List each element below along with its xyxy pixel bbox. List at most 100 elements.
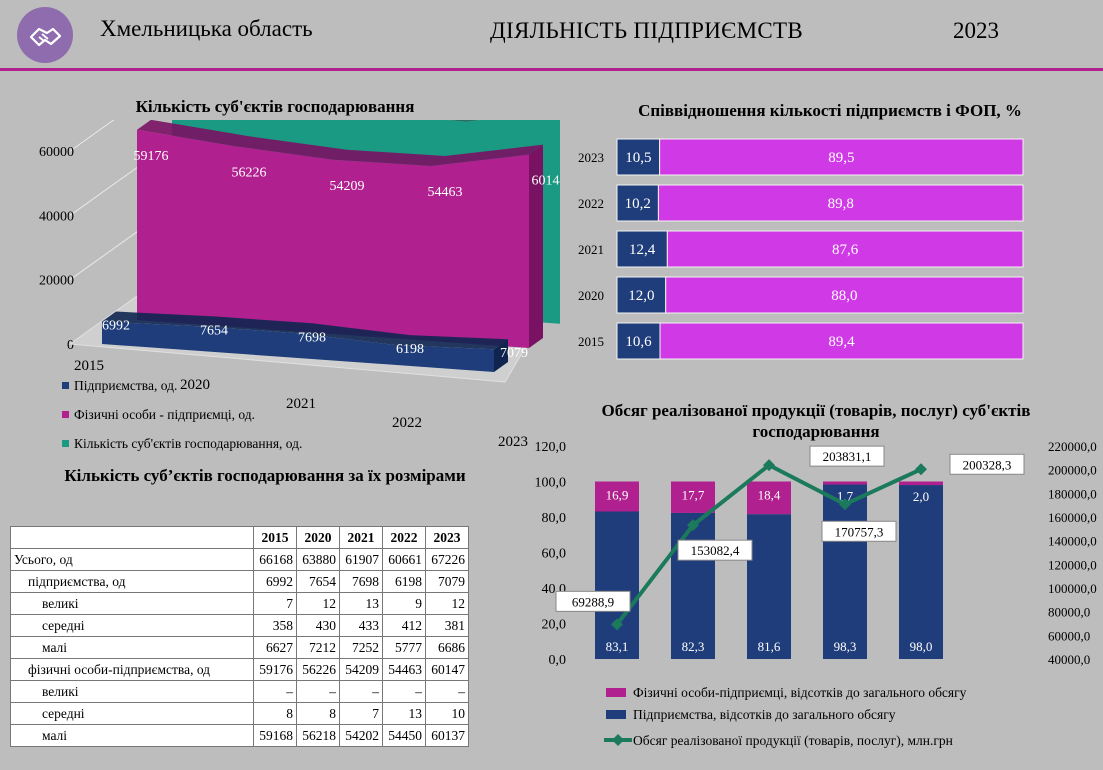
line-label-box [677, 539, 753, 561]
table-cell: 56218 [296, 724, 340, 747]
line-data-label: 170757,3 [835, 524, 884, 539]
data-label: 16,9 [606, 488, 629, 503]
table-cell: 433 [339, 614, 383, 637]
data-label: 10,5 [625, 150, 651, 166]
line-label-box [821, 520, 897, 542]
data-label: 88,0 [831, 288, 857, 304]
data-label: 81,6 [758, 639, 781, 654]
area-top [448, 120, 481, 123]
table-cell: 7079 [425, 570, 469, 593]
table-cell: 61907 [339, 548, 383, 571]
data-label: 10,2 [625, 196, 651, 212]
legend-label: Підприємства, од. [74, 378, 177, 393]
handshake-logo-icon [17, 7, 73, 63]
legend-label: Фізичні особи - підприємці, од. [74, 407, 255, 422]
chart-title-entities: Кількість суб'єктів господарювання [135, 97, 415, 116]
y-tick-label: 60000 [39, 145, 74, 160]
ratio-bar-chart: 2023 10,5 89,5 2022 10,2 89,8 2021 12,4 87,6 2020… [578, 138, 1024, 360]
table-cell: 13 [339, 592, 383, 615]
table-row-label: середні [10, 614, 254, 637]
table-cell: 12 [296, 592, 340, 615]
y-right-tick-label: 120000,0 [1048, 557, 1097, 572]
table-cell: 7698 [339, 570, 383, 593]
y-right-tick-label: 200000,0 [1048, 463, 1097, 478]
page-title: ДІЯЛЬНІСТЬ ПІДПРИЄМСТВ [490, 18, 804, 43]
legend-swatch [62, 411, 69, 418]
table-col-header: 2021 [339, 526, 383, 549]
table-cell: 381 [425, 614, 469, 637]
data-label: 89,5 [828, 150, 854, 166]
table-cell: – [296, 680, 340, 703]
table-cell: 63880 [296, 548, 340, 571]
area-top [102, 311, 508, 350]
bar-fop [659, 322, 1024, 360]
table-cell: 8 [253, 702, 297, 725]
y-tick-label: 2023 [578, 150, 604, 165]
data-label: 7698 [298, 330, 326, 345]
table-cell: – [425, 680, 469, 703]
y-left-tick-label: 60,0 [542, 547, 567, 562]
table-cell: – [253, 680, 297, 703]
data-label: 10,6 [625, 334, 652, 350]
data-label: 18,4 [758, 488, 781, 503]
line-data-label: 153082,4 [691, 543, 740, 558]
data-label: 1,7 [837, 489, 854, 504]
sales-combo-chart: 0,020,040,060,080,0100,0120,040000,06000… [535, 439, 1097, 748]
data-label: 54209 [330, 179, 365, 194]
y-right-tick-label: 220000,0 [1048, 439, 1097, 454]
data-label: 82,3 [682, 639, 705, 654]
table-cell: 7212 [296, 636, 340, 659]
table-header-row: 2015 2020 2021 2022 2023 [10, 526, 469, 549]
line-marker [687, 519, 699, 532]
y-tick-label: 40000 [39, 209, 74, 224]
bar-fop [657, 184, 1024, 222]
table-col-header: 2020 [296, 526, 340, 549]
bar-enterprises [747, 514, 791, 659]
y-left-tick-label: 20,0 [542, 618, 567, 633]
table-cell: 54209 [339, 658, 383, 681]
legend-label: Підприємства, відсотків до загального об… [633, 707, 896, 722]
table-cell: – [339, 680, 383, 703]
data-label: 60661 [463, 120, 498, 124]
bar-enterprises [616, 230, 668, 268]
bar-fop [665, 276, 1024, 314]
table-row-label: середні [10, 702, 254, 725]
y-left-tick-label: 0,0 [549, 653, 567, 668]
bar-enterprises [616, 322, 661, 360]
y-right-tick-label: 60000,0 [1048, 628, 1090, 643]
table-cell: 54202 [339, 724, 383, 747]
line-marker [763, 459, 775, 472]
table-row: малі 59168 56218 54202 54450 60137 [10, 724, 469, 747]
table-row: фізичні особи-підприємства, од 59176 56226… [10, 658, 469, 681]
data-label: 83,1 [606, 639, 629, 654]
y-left-tick-label: 80,0 [542, 511, 567, 526]
line-label-box [555, 590, 631, 612]
y-tick-label: 2020 [578, 288, 604, 303]
report-year: 2023 [953, 18, 999, 43]
data-label: 98,3 [834, 639, 857, 654]
data-label: 59176 [134, 149, 169, 164]
table-row: середні 358 430 433 412 381 [10, 614, 469, 637]
line-marker [611, 618, 623, 631]
line-data-label: 203831,1 [823, 449, 872, 464]
table-row: середні 8 8 7 13 10 [10, 702, 469, 725]
table-col-header: 2015 [253, 526, 297, 549]
table-cell: 54450 [382, 724, 426, 747]
table-row: малі 6627 7212 7252 5777 6686 [10, 636, 469, 659]
table-cell: 10 [425, 702, 469, 725]
table-row-label: Усього, од [10, 548, 254, 571]
area-top [137, 120, 543, 166]
table-row-label: фізичні особи-підприємства, од [10, 658, 254, 681]
bar-enterprises [823, 484, 867, 659]
region-name: Хмельницька область [100, 16, 313, 41]
bar-fop [671, 481, 715, 513]
line-data-label: 200328,3 [963, 457, 1012, 472]
table-col-header: 2023 [425, 526, 469, 549]
table-cell: – [382, 680, 426, 703]
line-marker [839, 498, 851, 511]
y-tick-label: 0 [67, 338, 74, 353]
bar-fop [823, 481, 867, 485]
table-cell: 5777 [382, 636, 426, 659]
area-side [529, 144, 543, 348]
area-series [102, 321, 494, 372]
